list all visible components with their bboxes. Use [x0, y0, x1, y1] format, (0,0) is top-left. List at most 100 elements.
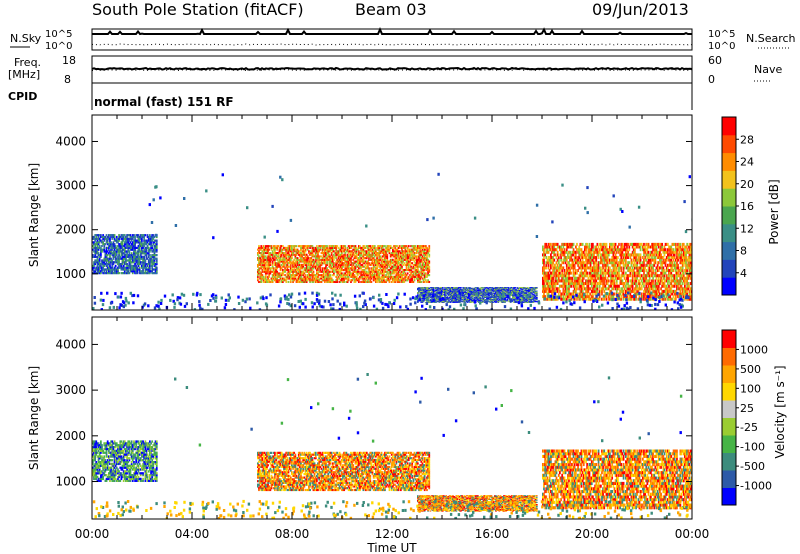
heatmap-cell: [370, 274, 373, 277]
heatmap-cell: [118, 254, 120, 257]
heatmap-cell: [133, 250, 135, 253]
heatmap-cell: [351, 265, 353, 268]
heatmap-cell: [513, 294, 515, 296]
heatmap-cell: [97, 241, 100, 244]
heatmap-cell: [114, 252, 117, 255]
heatmap-cell: [521, 296, 523, 298]
heatmap-cell: [139, 270, 142, 273]
heatmap-cell: [153, 254, 156, 257]
heatmap-cell: [153, 259, 156, 262]
heatmap-cell: [346, 265, 349, 268]
heatmap-cell: [354, 279, 357, 282]
heatmap-cell: [453, 301, 455, 303]
heatmap-cell: [337, 258, 340, 261]
heatmap-cell: [135, 268, 138, 271]
heatmap-cell: [295, 270, 298, 273]
heatmap-cell: [100, 246, 102, 249]
heatmap-cell: [94, 239, 97, 242]
heatmap-cell: [292, 280, 294, 283]
heatmap-cell: [326, 260, 328, 263]
heatmap-cell: [309, 280, 311, 283]
heatmap-cell: [93, 235, 95, 239]
heatmap-cell: [277, 262, 280, 265]
heatmap-cell: [373, 274, 376, 277]
heatmap-cell: [121, 244, 124, 248]
heatmap-cell: [503, 297, 505, 299]
heatmap-cell: [373, 279, 376, 282]
heatmap-cell: [388, 245, 391, 248]
heatmap-cell: [435, 289, 437, 291]
heatmap-cell: [260, 258, 263, 261]
heatmap-cell: [109, 241, 111, 244]
heatmap-cell: [529, 292, 531, 294]
heatmap-cell: [504, 291, 506, 293]
heatmap-cell: [324, 246, 326, 249]
heatmap-cell: [328, 253, 331, 256]
heatmap-cell: [410, 252, 412, 255]
heatmap-cell: [117, 259, 119, 262]
heatmap-cell: [523, 287, 526, 289]
heatmap-cell: [372, 274, 375, 277]
heatmap-cell: [362, 258, 365, 261]
heatmap-cell: [386, 267, 389, 270]
heatmap-cell: [520, 293, 522, 295]
heatmap-cell: [343, 253, 346, 256]
heatmap-cell: [402, 263, 405, 266]
heatmap-cell: [419, 260, 422, 263]
heatmap-cell: [426, 265, 428, 268]
heatmap-cell: [368, 258, 370, 261]
heatmap-cell: [134, 250, 136, 253]
power-heatmap: [92, 172, 692, 310]
heatmap-cell: [348, 260, 351, 263]
heatmap-cell: [429, 300, 432, 302]
heatmap-cell: [275, 253, 277, 256]
heatmap-cell: [495, 292, 497, 294]
heatmap-cell: [259, 246, 262, 249]
heatmap-cell: [447, 292, 450, 294]
heatmap-cell: [310, 279, 313, 282]
heatmap-cell: [286, 260, 289, 263]
heatmap-cell: [329, 279, 332, 282]
heatmap-cell: [463, 301, 466, 303]
heatmap-cell: [106, 239, 109, 242]
heatmap-cell: [404, 245, 407, 248]
heatmap-cell: [421, 272, 424, 275]
heatmap-cell: [287, 272, 290, 275]
heatmap-cell: [113, 270, 116, 273]
heatmap-cell: [449, 291, 452, 293]
heatmap-cell: [109, 239, 111, 242]
heatmap-cell: [439, 296, 442, 298]
heatmap-cell: [295, 274, 298, 277]
heatmap-cell: [511, 300, 513, 302]
heatmap-cell: [336, 265, 339, 268]
heatmap-cell: [302, 258, 305, 261]
heatmap-cell: [134, 244, 136, 248]
heatmap-cell: [392, 253, 394, 256]
heatmap-cell: [278, 280, 281, 283]
heatmap-cell: [369, 258, 372, 261]
heatmap-cell: [136, 254, 139, 257]
heatmap-cell: [488, 289, 491, 291]
heatmap-cell: [309, 263, 311, 266]
heatmap-cell: [348, 272, 351, 275]
heatmap-cell: [383, 263, 385, 266]
heatmap-cell: [268, 272, 271, 275]
heatmap-cell: [377, 253, 380, 256]
heatmap-cell: [508, 288, 511, 290]
heatmap-cell: [277, 260, 280, 263]
heatmap-cell: [286, 265, 289, 268]
heatmap-cell: [314, 250, 317, 253]
heatmap-cell: [96, 243, 99, 246]
heatmap-cell: [390, 275, 393, 278]
heatmap-cell: [375, 279, 377, 282]
heatmap-cell: [361, 258, 364, 261]
heatmap-cell: [348, 269, 351, 272]
heatmap-cell: [311, 272, 314, 275]
heatmap-cell: [505, 291, 508, 293]
heatmap-cell: [445, 292, 448, 294]
heatmap-cell: [316, 272, 318, 275]
heatmap-cell: [351, 269, 353, 272]
heatmap-cell: [261, 253, 264, 256]
heatmap-cell: [401, 262, 403, 265]
heatmap-cell: [110, 244, 112, 248]
